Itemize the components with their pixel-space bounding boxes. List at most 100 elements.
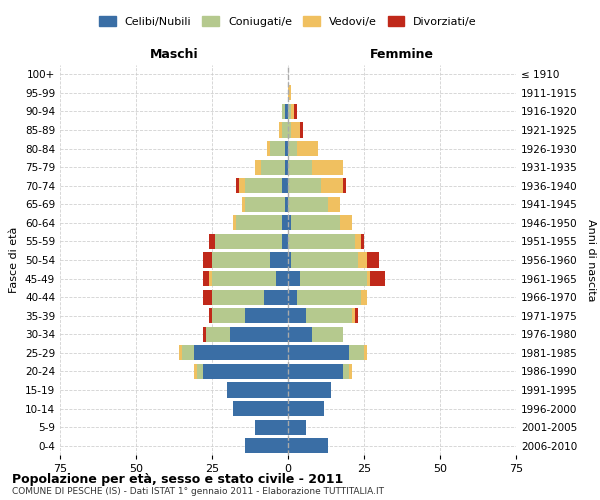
Bar bbox=[288, 401, 325, 416]
Bar bbox=[242, 196, 245, 212]
Bar bbox=[267, 141, 270, 156]
Bar bbox=[355, 234, 361, 249]
Bar bbox=[370, 271, 385, 286]
Bar bbox=[197, 364, 203, 379]
Bar bbox=[291, 252, 358, 268]
Bar bbox=[194, 345, 288, 360]
Bar bbox=[282, 234, 288, 249]
Bar bbox=[288, 271, 300, 286]
Bar bbox=[288, 104, 291, 119]
Bar bbox=[194, 364, 197, 379]
Bar bbox=[288, 234, 355, 249]
Bar bbox=[288, 178, 322, 194]
Bar bbox=[236, 178, 239, 194]
Bar bbox=[288, 85, 291, 100]
Bar bbox=[203, 271, 209, 286]
Bar bbox=[288, 420, 306, 435]
Bar bbox=[212, 271, 276, 286]
Bar bbox=[288, 290, 297, 305]
Bar bbox=[352, 308, 355, 324]
Bar bbox=[343, 178, 346, 194]
Bar bbox=[282, 122, 288, 138]
Bar bbox=[288, 160, 313, 175]
Bar bbox=[367, 271, 370, 286]
Bar bbox=[358, 252, 367, 268]
Bar bbox=[206, 326, 230, 342]
Bar bbox=[203, 364, 288, 379]
Bar bbox=[227, 382, 288, 398]
Bar bbox=[236, 215, 282, 230]
Bar bbox=[239, 178, 245, 194]
Bar bbox=[313, 326, 343, 342]
Bar bbox=[300, 122, 303, 138]
Text: Femmine: Femmine bbox=[370, 48, 434, 62]
Bar bbox=[349, 364, 352, 379]
Bar bbox=[288, 326, 313, 342]
Y-axis label: Anni di nascita: Anni di nascita bbox=[586, 219, 596, 301]
Text: COMUNE DI PESCHE (IS) - Dati ISTAT 1° gennaio 2011 - Elaborazione TUTTITALIA.IT: COMUNE DI PESCHE (IS) - Dati ISTAT 1° ge… bbox=[12, 487, 384, 496]
Bar bbox=[254, 160, 260, 175]
Bar bbox=[288, 382, 331, 398]
Bar bbox=[285, 160, 288, 175]
Bar bbox=[340, 215, 352, 230]
Bar bbox=[364, 345, 367, 360]
Bar bbox=[276, 271, 288, 286]
Bar bbox=[288, 215, 291, 230]
Bar bbox=[285, 196, 288, 212]
Bar bbox=[361, 234, 364, 249]
Bar bbox=[209, 234, 215, 249]
Bar bbox=[291, 215, 340, 230]
Bar bbox=[328, 196, 340, 212]
Bar bbox=[288, 308, 306, 324]
Bar bbox=[245, 438, 288, 454]
Bar bbox=[300, 271, 367, 286]
Bar bbox=[233, 215, 236, 230]
Text: Maschi: Maschi bbox=[149, 48, 199, 62]
Bar bbox=[203, 290, 212, 305]
Bar bbox=[355, 308, 358, 324]
Bar bbox=[209, 271, 212, 286]
Bar bbox=[245, 178, 282, 194]
Bar bbox=[306, 308, 352, 324]
Bar bbox=[343, 364, 349, 379]
Bar bbox=[297, 141, 319, 156]
Bar bbox=[349, 345, 364, 360]
Bar bbox=[288, 364, 343, 379]
Bar bbox=[179, 345, 182, 360]
Y-axis label: Fasce di età: Fasce di età bbox=[10, 227, 19, 293]
Bar bbox=[361, 290, 367, 305]
Bar bbox=[288, 345, 349, 360]
Bar bbox=[282, 215, 288, 230]
Bar bbox=[230, 326, 288, 342]
Bar bbox=[270, 252, 288, 268]
Bar bbox=[291, 104, 294, 119]
Bar bbox=[297, 290, 361, 305]
Bar bbox=[254, 420, 288, 435]
Bar bbox=[182, 345, 194, 360]
Bar bbox=[209, 308, 212, 324]
Bar bbox=[233, 401, 288, 416]
Bar bbox=[313, 160, 343, 175]
Bar bbox=[288, 252, 291, 268]
Bar bbox=[245, 308, 288, 324]
Bar bbox=[285, 104, 288, 119]
Bar bbox=[294, 104, 297, 119]
Bar bbox=[282, 178, 288, 194]
Bar bbox=[367, 252, 379, 268]
Legend: Celibi/Nubili, Coniugati/e, Vedovi/e, Divorziati/e: Celibi/Nubili, Coniugati/e, Vedovi/e, Di… bbox=[99, 16, 477, 26]
Bar bbox=[288, 122, 291, 138]
Bar bbox=[270, 141, 285, 156]
Bar bbox=[263, 290, 288, 305]
Text: Popolazione per età, sesso e stato civile - 2011: Popolazione per età, sesso e stato civil… bbox=[12, 472, 343, 486]
Bar bbox=[279, 122, 282, 138]
Bar bbox=[288, 196, 328, 212]
Bar bbox=[215, 234, 282, 249]
Bar bbox=[322, 178, 343, 194]
Bar bbox=[288, 438, 328, 454]
Bar bbox=[212, 290, 263, 305]
Bar bbox=[203, 326, 206, 342]
Bar bbox=[288, 141, 297, 156]
Bar bbox=[260, 160, 285, 175]
Bar bbox=[212, 252, 270, 268]
Bar bbox=[203, 252, 212, 268]
